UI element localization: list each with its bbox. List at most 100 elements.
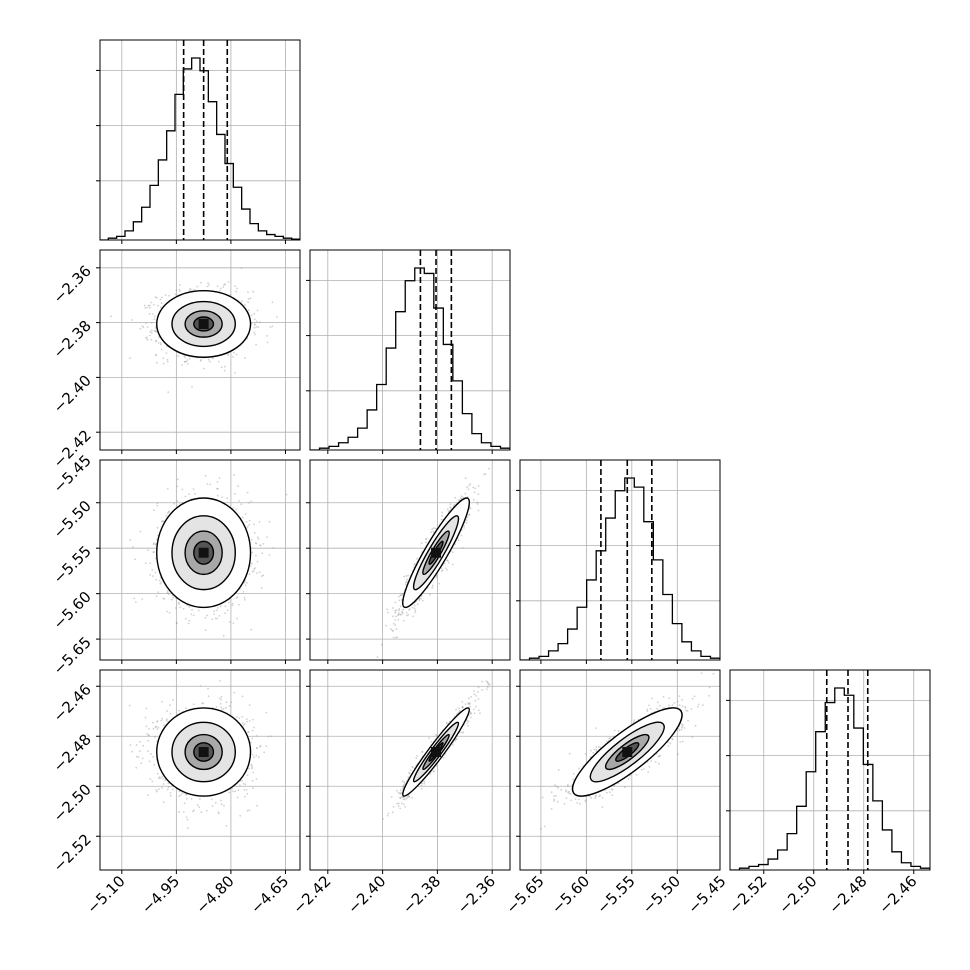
sample-point <box>193 809 195 812</box>
panel-frame <box>99 459 301 661</box>
sample-point <box>385 624 387 627</box>
sample-point <box>214 617 217 620</box>
sample-point <box>454 496 457 499</box>
sample-point <box>135 766 138 769</box>
sample-point <box>253 331 256 334</box>
sample-point <box>232 602 234 605</box>
sample-point <box>251 570 254 573</box>
sample-point <box>236 287 239 290</box>
sample-point <box>152 551 155 554</box>
sample-point <box>483 473 485 476</box>
sample-point <box>156 504 159 507</box>
sample-point <box>252 290 255 293</box>
sample-point <box>247 309 250 312</box>
sample-point <box>220 698 223 701</box>
sample-point <box>231 604 234 607</box>
sample-point <box>167 782 170 785</box>
sample-point <box>135 755 138 758</box>
sample-point <box>154 354 157 357</box>
sample-point <box>171 598 173 601</box>
sample-point <box>150 338 153 341</box>
sample-point <box>247 301 250 303</box>
sample-point <box>468 513 470 516</box>
sample-point <box>448 510 450 512</box>
sample-point <box>174 607 177 609</box>
sample-point <box>141 757 144 760</box>
sample-point <box>468 484 471 487</box>
sample-point <box>246 774 249 776</box>
sample-point <box>238 500 241 502</box>
sample-point <box>141 598 144 600</box>
sample-point <box>146 338 149 341</box>
sample-point <box>149 307 151 309</box>
sample-point <box>155 595 158 598</box>
sample-point <box>166 710 169 712</box>
sample-point <box>240 300 243 302</box>
sample-point <box>435 575 438 577</box>
sample-point <box>160 306 162 309</box>
sample-point <box>228 621 231 623</box>
sample-point <box>222 634 225 637</box>
sample-point <box>176 500 179 502</box>
sample-point <box>218 615 221 617</box>
sample-point <box>181 488 184 491</box>
sample-point <box>407 613 410 616</box>
sample-point <box>167 511 170 514</box>
sample-point <box>236 596 239 598</box>
sample-point <box>192 488 195 491</box>
sample-point <box>222 286 225 288</box>
sample-point <box>167 592 170 595</box>
sample-point <box>241 695 244 698</box>
sample-point <box>134 601 137 603</box>
sample-point <box>157 591 160 593</box>
panel-0-1 <box>96 249 301 454</box>
sample-point <box>178 288 181 291</box>
sample-point <box>459 497 462 500</box>
sample-point <box>476 503 479 505</box>
sample-point <box>148 760 151 763</box>
sample-point <box>250 628 253 631</box>
sample-point <box>406 614 408 617</box>
sample-point <box>247 291 249 294</box>
sample-point <box>158 336 160 339</box>
sample-point <box>395 615 397 618</box>
sample-point <box>149 778 152 780</box>
sample-point <box>413 604 416 607</box>
sample-point <box>460 495 463 498</box>
panel-0-0 <box>96 39 301 244</box>
sample-point <box>244 357 246 359</box>
sample-point <box>131 750 134 753</box>
sample-point <box>446 569 448 571</box>
sample-point <box>208 284 210 286</box>
sample-point <box>147 794 149 796</box>
sample-point <box>216 609 218 612</box>
sample-point <box>192 703 195 706</box>
sample-point <box>412 615 414 618</box>
sample-point <box>173 502 176 505</box>
sample-point <box>176 622 178 625</box>
sample-point <box>259 544 261 546</box>
sample-point <box>191 608 193 611</box>
sample-point <box>207 282 210 284</box>
sample-point <box>188 619 191 622</box>
sample-point <box>233 351 235 354</box>
sample-point <box>161 520 163 523</box>
sample-point <box>162 597 165 600</box>
sample-point <box>380 643 383 646</box>
sample-point <box>154 543 157 546</box>
sample-point <box>429 593 431 596</box>
sample-point <box>166 488 169 490</box>
sample-point <box>200 358 203 361</box>
sample-point <box>160 719 163 722</box>
sample-point <box>192 614 195 617</box>
sample-point <box>236 617 239 620</box>
sample-point <box>441 514 443 517</box>
sample-point <box>441 569 444 571</box>
sample-point <box>248 523 251 526</box>
sample-point <box>139 530 142 533</box>
sample-point <box>223 283 226 286</box>
sample-point <box>434 527 437 530</box>
sample-point <box>163 597 166 600</box>
sample-point <box>251 729 254 732</box>
